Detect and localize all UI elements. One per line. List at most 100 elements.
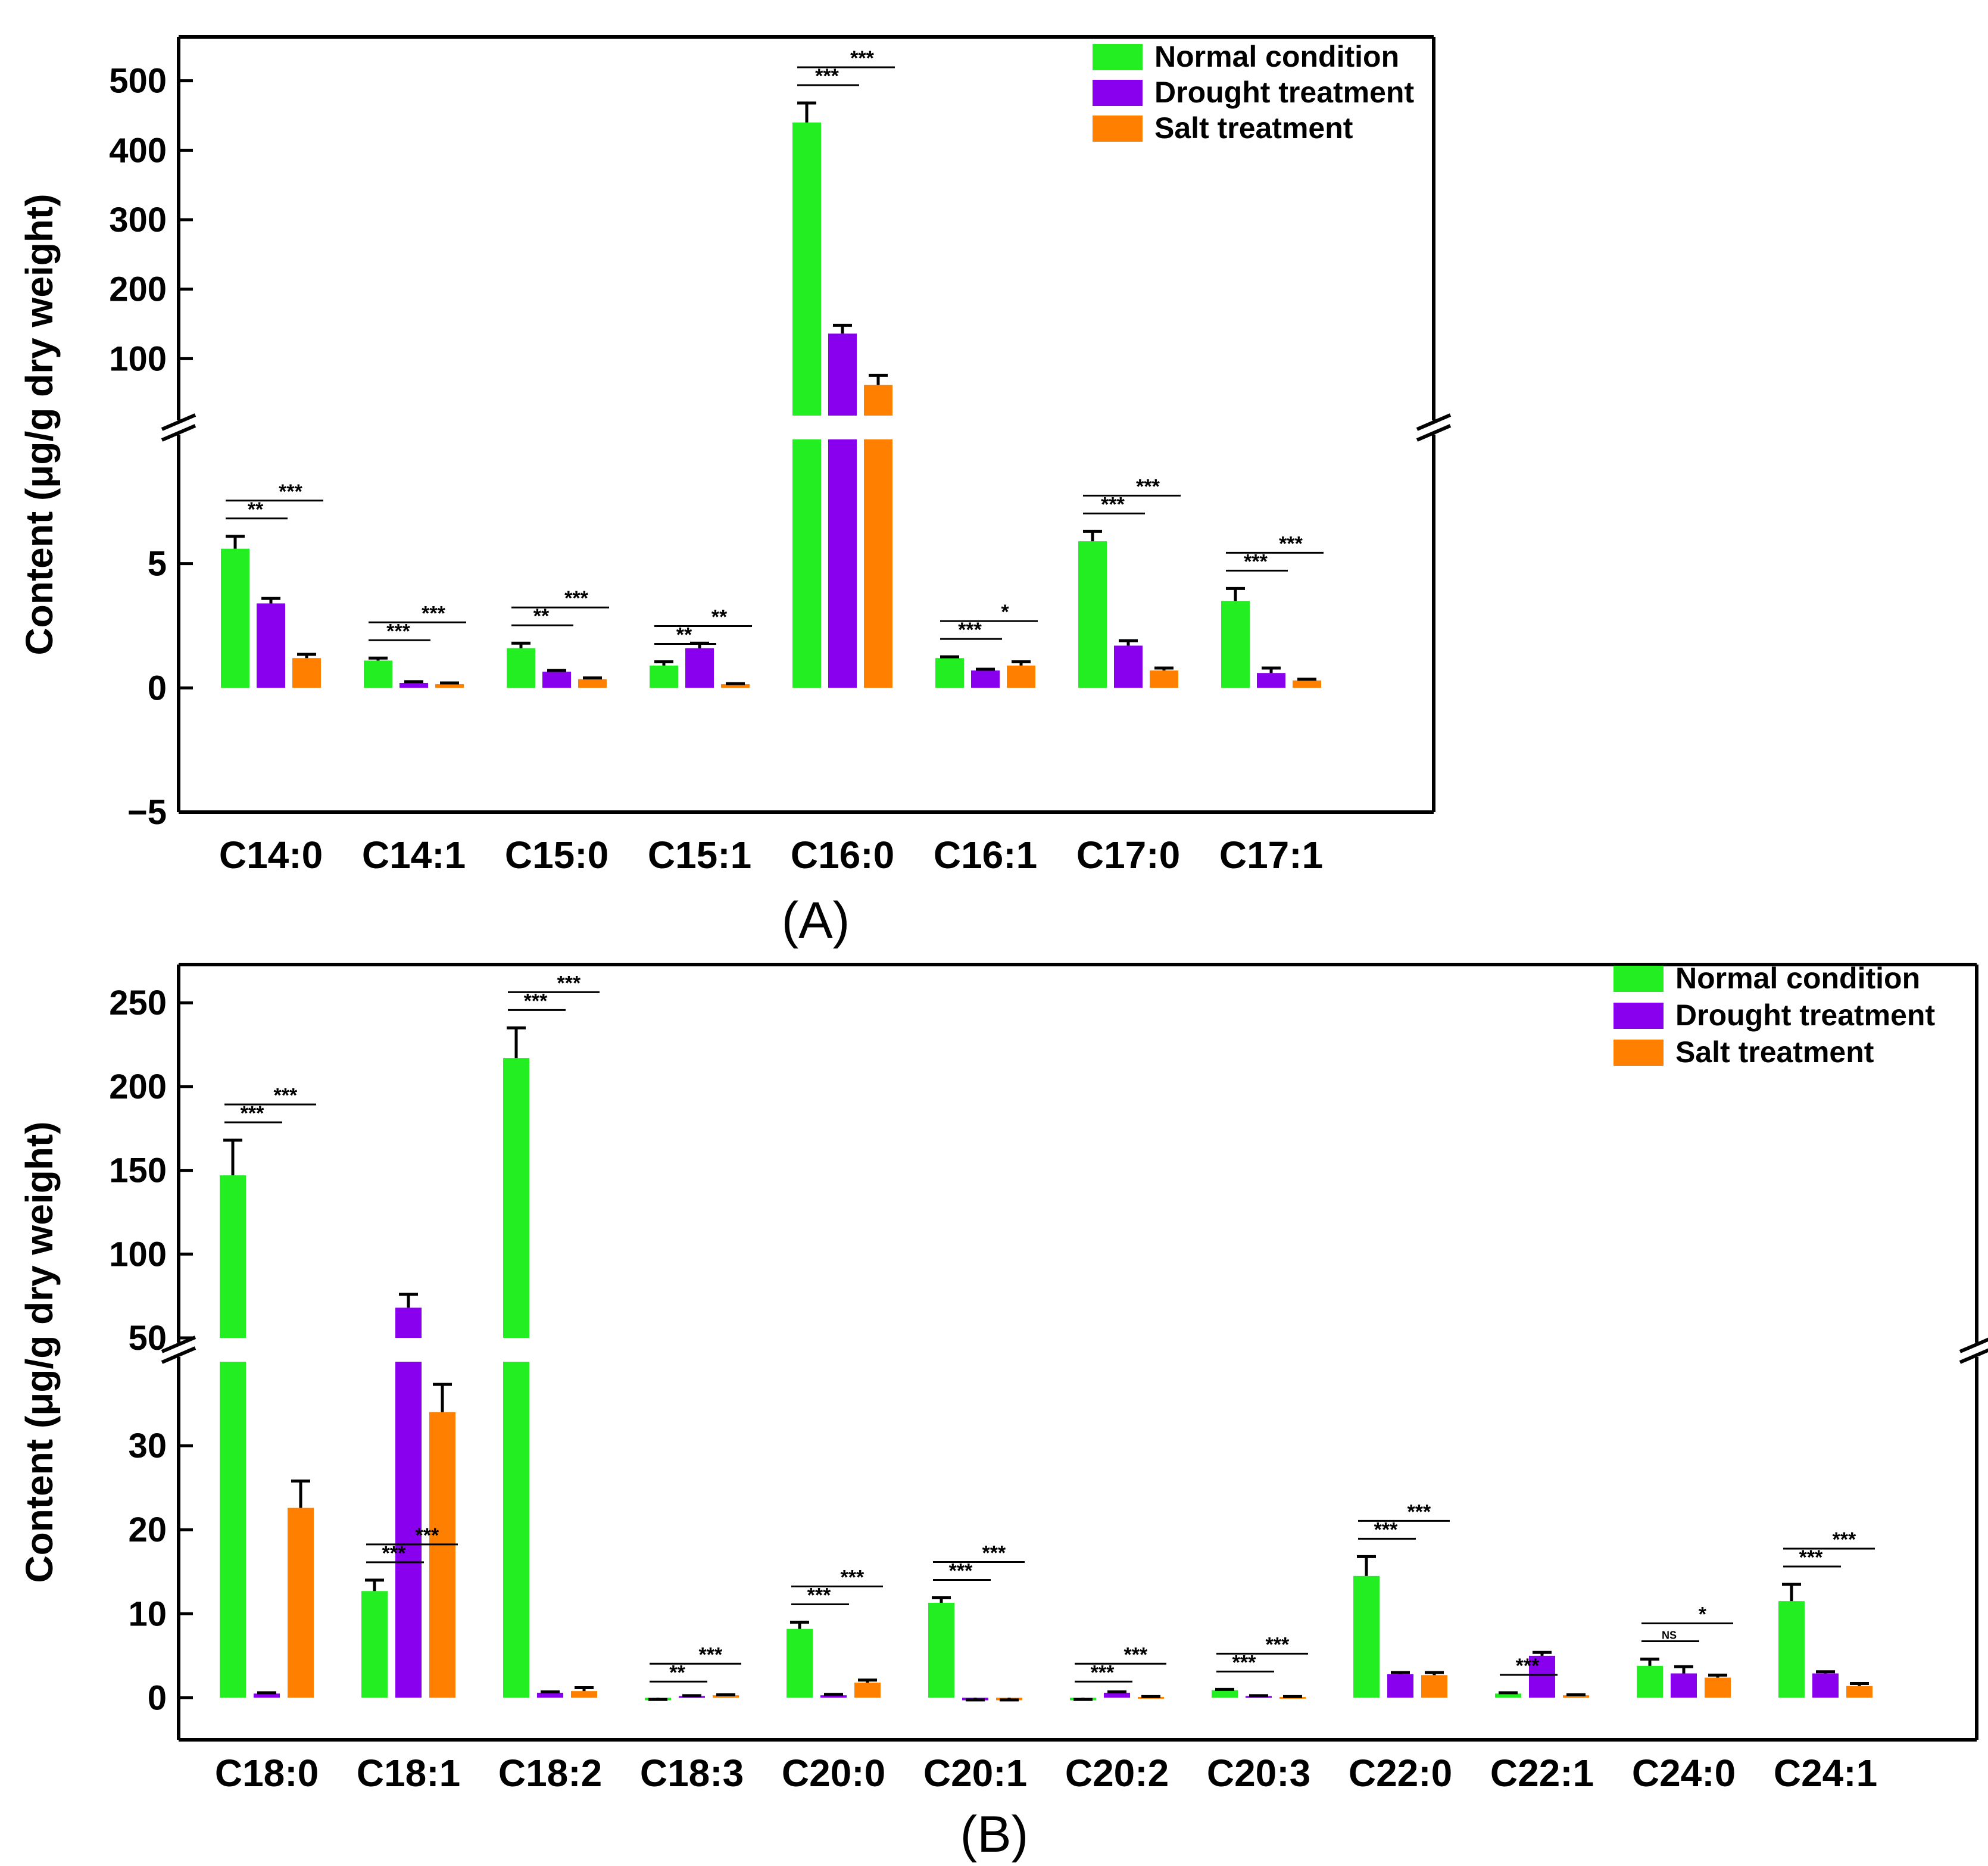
legend-swatch-2 [1093,116,1143,142]
y-tick-label: 10 [128,1594,167,1633]
bar-C16:1-2 [1007,665,1035,688]
bar-C20:0-2 [854,1683,881,1698]
y-tick-label: 300 [109,201,167,239]
y-tick-label: 200 [109,270,167,309]
x-category-label: C16:1 [934,834,1037,876]
x-category-label: C14:1 [362,834,466,876]
y-axis-title: Content (μg/g dry weight) [18,194,61,655]
y-tick-label: 500 [109,62,167,101]
chart-panel-b: 0 10 20 30 50 100 150 200 250 Content (μg/g dry w… [18,962,1988,1863]
significance-label: *** [422,602,445,625]
significance-label: *** [273,1084,297,1107]
chart-panel-a: −5 0 5 100 200 300 400 500 Content (μg/g dry wei… [18,35,1452,949]
bar-C18:2-1 [537,1692,563,1698]
y-tick-label: 5 [148,545,167,583]
significance-label: *** [949,1560,973,1583]
bar-C16:0-0-upper [792,122,821,416]
significance-label: *** [1265,1633,1289,1656]
bar-C15:1-2 [721,684,750,688]
legend-swatch-1 [1614,1003,1664,1029]
y-tick-label: 200 [109,1068,167,1106]
legend-swatch-2 [1614,1040,1664,1066]
x-category-label: C18:3 [640,1752,744,1795]
bar-C17:0-2 [1150,670,1178,688]
y-tick-label: 0 [148,1678,167,1717]
bar-C15:1-1 [685,648,714,688]
significance-label: *** [1374,1518,1398,1541]
bar-C14:0-1 [257,603,285,688]
significance-label: *** [1232,1651,1256,1674]
axis-break-mark [1416,413,1452,431]
significance-label: ** [533,605,550,628]
significance-label: *** [840,1566,864,1589]
significance-label: *** [1832,1528,1856,1551]
x-category-label: C16:0 [791,834,894,876]
significance-label: *** [1799,1546,1823,1569]
bar-C22:0-0 [1353,1575,1380,1698]
x-category-label: C15:0 [505,834,608,876]
x-category-label: C17:1 [1219,834,1323,876]
legend-label-0: Normal condition [1675,962,1920,995]
x-category-label: C20:0 [782,1752,885,1795]
x-category-label: C15:1 [648,834,751,876]
bar-C24:1-1 [1812,1673,1839,1698]
bar-C17:1-0 [1221,601,1250,688]
bar-C20:0-1 [820,1695,847,1698]
bar-C14:0-0 [221,548,249,688]
bar-C22:0-1 [1387,1674,1413,1698]
y-tick-label: 150 [109,1152,167,1190]
x-category-label: C24:0 [1632,1752,1736,1795]
legend-label-2: Salt treatment [1675,1035,1874,1069]
x-category-label: C22:0 [1349,1752,1452,1795]
significance-label: *** [807,1584,831,1606]
legend-swatch-0 [1093,44,1143,70]
bar-C16:0-0 [792,439,821,688]
significance-label: *** [382,1542,406,1565]
bar-C16:0-2 [864,439,892,688]
significance-label: ** [711,606,728,629]
axis-break-mark [1959,1337,1988,1353]
y-tick-label: 250 [109,984,167,1022]
significance-label: *** [698,1643,722,1666]
bar-C16:0-2-upper [864,385,892,416]
significance-label: ** [676,624,692,647]
significance-label: *** [524,990,548,1012]
x-category-label: C20:2 [1065,1752,1169,1795]
bar-C14:1-2 [435,684,464,688]
bar-C18:1-1-upper [395,1308,422,1338]
x-category-label: C22:1 [1490,1752,1594,1795]
x-category-label: C18:0 [215,1752,319,1795]
significance-label: ** [248,498,264,521]
bar-C16:1-0 [935,658,964,688]
bar-C17:1-2 [1293,680,1321,688]
x-category-label: C14:0 [219,834,323,876]
panel-label: (A) [782,892,850,949]
bar-C22:1-0 [1495,1693,1521,1698]
bar-C16:1-1 [971,670,1000,688]
bar-C24:0-1 [1671,1673,1697,1698]
bar-C16:0-1 [828,439,857,688]
significance-label: *** [241,1102,264,1125]
significance-label: *** [815,65,839,88]
legend-label-2: Salt treatment [1154,111,1353,145]
axis-break-mark [161,424,196,442]
bar-C20:1-0 [928,1602,954,1698]
significance-label: *** [1091,1661,1115,1684]
bar-C22:0-2 [1421,1675,1447,1698]
bar-C17:0-1 [1114,645,1143,688]
significance-label: *** [564,587,588,610]
bar-C18:2-0 [503,1362,529,1698]
x-category-label: C20:1 [923,1752,1027,1795]
bar-C18:3-2 [713,1695,739,1698]
y-tick-label: 20 [128,1511,167,1549]
bar-C15:0-1 [542,672,571,688]
bar-C17:1-1 [1257,673,1285,688]
significance-label: *** [1101,493,1125,516]
axis-break-mark [161,1335,196,1353]
bar-C24:0-0 [1637,1665,1663,1698]
bar-C18:0-0-upper [220,1175,246,1338]
y-axis-title: Content (μg/g dry weight) [18,1121,61,1583]
y-tick-label: 30 [128,1427,167,1465]
